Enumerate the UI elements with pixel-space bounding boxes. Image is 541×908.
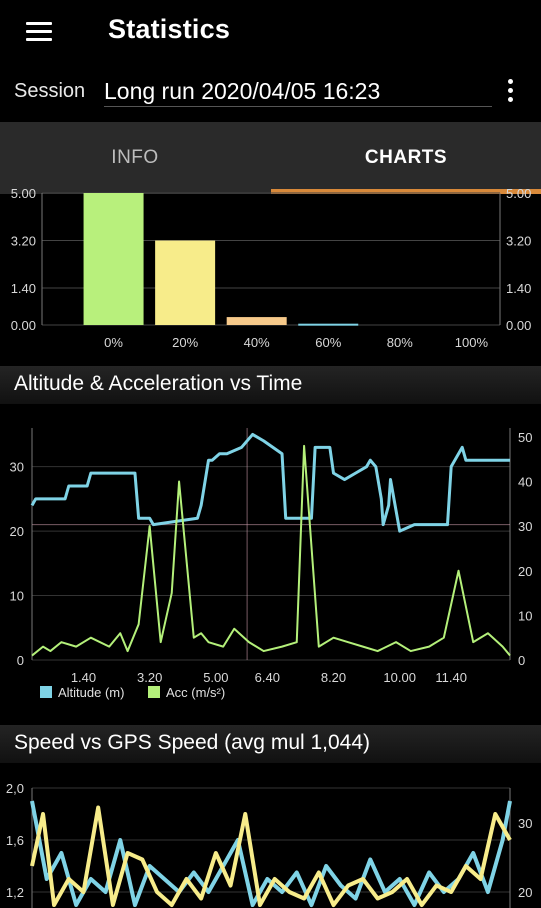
x-tick-label: 1.40: [71, 670, 96, 685]
legend-swatch: [148, 686, 160, 698]
y-tick-label: 1,2: [6, 885, 24, 900]
active-tab-indicator: [271, 189, 541, 194]
bar: [226, 317, 287, 325]
y-tick-label: 1.40: [11, 281, 36, 296]
y2-tick-label: 5.00: [506, 186, 531, 201]
series-line-0: [30, 800, 512, 907]
y2-tick-label: 3.20: [506, 234, 531, 249]
y-tick-label: 20: [10, 524, 24, 539]
x-tick-label: 10.00: [383, 670, 416, 685]
tab-bar: INFO CHARTS: [0, 122, 541, 194]
speed-gps-chart: 1,2 1,6 2,0 30 20: [6, 781, 532, 908]
y-tick-label: 30: [10, 460, 24, 475]
x-tick-label: 5.00: [203, 670, 228, 685]
altitude-acceleration-chart: 0 10 20 30 0 10 20 30 40 50 1.40 3.20 5.00 6.40 8.20 10…: [10, 428, 532, 700]
y2-tick-label: 30: [518, 816, 532, 831]
x-tick-label: 8.20: [321, 670, 346, 685]
y2-tick-label: 0: [518, 653, 525, 668]
series-line-1: [30, 805, 512, 907]
legend-label: Altitude (m): [58, 685, 124, 700]
bar: [83, 193, 144, 325]
tab-info[interactable]: INFO: [111, 147, 159, 168]
legend-swatch: [40, 686, 52, 698]
y2-tick-label: 10: [518, 608, 532, 623]
tab-charts[interactable]: CHARTS: [364, 147, 448, 168]
y-tick-label: 1,6: [6, 833, 24, 848]
x-tick-label: 60%: [315, 335, 341, 350]
bar: [155, 240, 216, 325]
y-tick-label: 0.00: [11, 318, 36, 333]
x-tick-label: 100%: [455, 335, 489, 350]
x-tick-label: 6.40: [255, 670, 280, 685]
x-tick-label: 80%: [387, 335, 413, 350]
more-vertical-icon[interactable]: [500, 76, 522, 106]
series-line-1: [31, 444, 511, 657]
section-header-altitude: Altitude & Acceleration vs Time: [0, 366, 541, 404]
y-tick-label: 10: [10, 589, 24, 604]
session-selector[interactable]: Long run 2020/04/05 16:23: [104, 76, 492, 107]
x-tick-label: 11.40: [435, 670, 467, 685]
y2-tick-label: 20: [518, 564, 532, 579]
x-tick-label: 20%: [172, 335, 198, 350]
y2-tick-label: 40: [518, 475, 532, 490]
y2-tick-label: 1.40: [506, 281, 531, 296]
y-tick-label: 0: [17, 653, 24, 668]
chart-title: Altitude & Acceleration vs Time: [14, 372, 303, 395]
bar: [298, 323, 359, 326]
page-title: Statistics: [108, 14, 231, 44]
chart-title: Speed vs GPS Speed (avg mul 1,044): [14, 731, 371, 754]
y-tick-label: 2,0: [6, 781, 24, 796]
app-bar: Statistics Session Long run 2020/04/05 1…: [0, 0, 541, 122]
series-line-0: [30, 432, 510, 533]
zone-bar-chart: 0.00 0.00 1.40 1.40 3.20 3.20 5.00 5.00 0% 20% 40%…: [11, 186, 532, 350]
x-tick-label: 0%: [104, 335, 123, 350]
x-tick-label: 3.20: [137, 670, 162, 685]
y-tick-label: 5.00: [11, 186, 36, 201]
x-tick-label: 40%: [244, 335, 270, 350]
section-header-speed: Speed vs GPS Speed (avg mul 1,044): [0, 725, 541, 763]
hamburger-menu-icon[interactable]: [22, 18, 58, 48]
y2-tick-label: 20: [518, 885, 532, 900]
y2-tick-label: 0.00: [506, 318, 531, 333]
session-label: Session: [14, 80, 86, 102]
legend-label: Acc (m/s²): [166, 685, 225, 700]
y-tick-label: 3.20: [11, 234, 36, 249]
y2-tick-label: 30: [518, 519, 532, 534]
y2-tick-label: 50: [518, 430, 532, 445]
